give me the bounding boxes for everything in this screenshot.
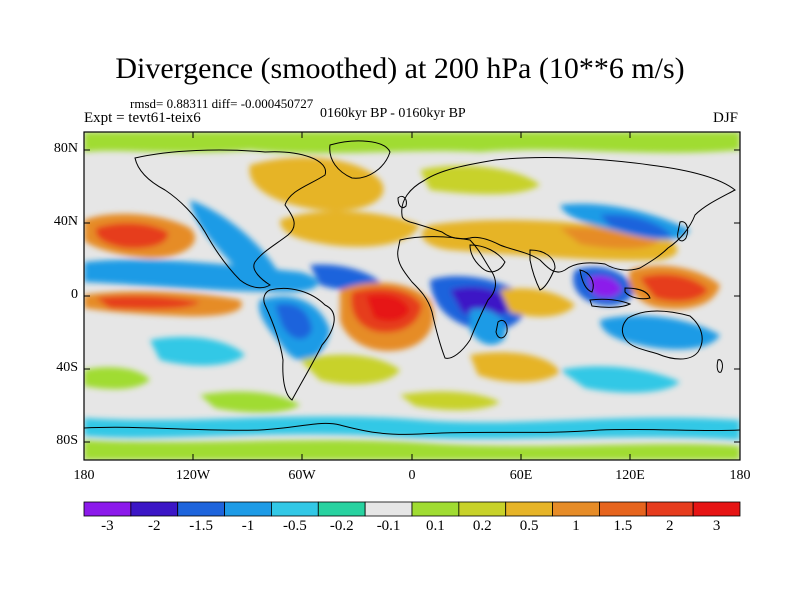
colorbar-swatch (177, 501, 225, 517)
colorbar-swatch (505, 501, 553, 517)
colorbar-label: 2 (665, 518, 674, 534)
x-tick-label: 120W (175, 468, 211, 483)
colorbar-label: -3 (101, 518, 114, 534)
colorbar-swatch (271, 501, 319, 517)
period-label: 0160kyr BP - 0160kyr BP (320, 106, 466, 121)
colorbar-label: 1.5 (613, 518, 633, 534)
colorbar-label: -2 (148, 518, 161, 534)
x-tick-label: 180 (73, 468, 95, 483)
y-tick-label: 40S (56, 360, 78, 375)
y-tick-label: 40N (53, 214, 78, 229)
colorbar-swatch (364, 501, 413, 517)
colorbar-label: 3 (712, 518, 721, 534)
y-tick-label: 80S (56, 433, 78, 448)
colorbar-swatch (552, 501, 600, 517)
x-tick-label: 60E (509, 468, 533, 483)
colorbar-swatch (317, 501, 366, 517)
y-tick-label: 80N (53, 141, 78, 156)
colorbar-label: -0.5 (282, 518, 307, 534)
y-ticks (84, 149, 740, 443)
colorbar-label: -0.2 (329, 518, 354, 534)
colorbar-swatch (83, 501, 132, 517)
stats-line: rmsd= 0.88311 diff= -0.000450727 (130, 96, 314, 111)
x-tick-label: 120E (615, 468, 645, 483)
colorbar-label: -0.1 (376, 518, 401, 534)
colorbar-swatch (411, 501, 460, 517)
colorbar-swatch (458, 501, 507, 517)
colorbar-swatch (130, 501, 179, 517)
plot-title: Divergence (smoothed) at 200 hPa (10**6 … (115, 52, 685, 85)
x-tick-label: 180 (729, 468, 751, 483)
colorbar-label: 0.5 (519, 518, 539, 534)
x-tick-label: 0 (408, 468, 416, 483)
coastlines (84, 140, 740, 435)
y-tick-label: 0 (71, 287, 78, 302)
colorbar-swatch (692, 501, 741, 517)
colorbar-swatch (599, 501, 647, 517)
colorbar-swatch (224, 501, 272, 517)
x-tick-label: 60W (288, 468, 316, 483)
colorbar-label: 0.1 (426, 518, 445, 534)
experiment-label: Expt = tevt61-teix6 (84, 110, 201, 126)
colorbar-label: 0.2 (472, 518, 492, 534)
divergence-field (84, 132, 740, 460)
colorbar-label: -1.5 (189, 518, 214, 534)
colorbar-swatch (645, 501, 694, 517)
x-ticks (83, 132, 741, 460)
colorbar (83, 501, 741, 517)
season-label: DJF (712, 110, 738, 126)
colorbar-label: 1 (572, 518, 580, 534)
colorbar-label: -1 (241, 518, 255, 534)
